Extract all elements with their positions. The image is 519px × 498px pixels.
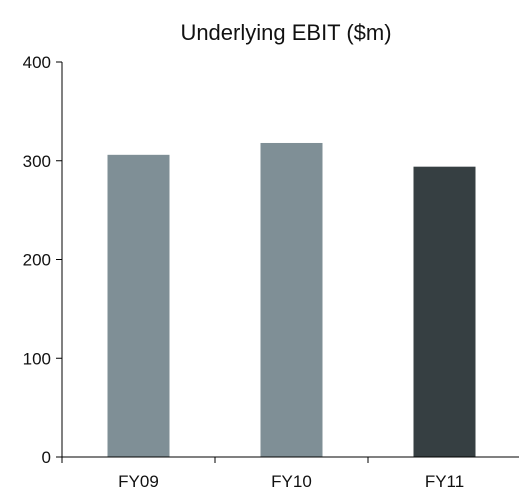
bar-fy09 <box>107 154 170 457</box>
bar-fy10 <box>260 142 323 457</box>
y-tick-label: 0 <box>42 448 51 467</box>
y-tick-label: 100 <box>23 349 51 368</box>
x-axis-ticks: FY09 FY10 FY11 <box>61 457 464 491</box>
chart-title: Underlying EBIT ($m) <box>180 20 391 45</box>
y-tick-label: 200 <box>23 251 51 270</box>
y-tick-label: 300 <box>23 152 51 171</box>
bar-fy11 <box>413 166 476 458</box>
x-tick-label: FY09 <box>118 472 159 491</box>
y-tick-label: 400 <box>23 53 51 72</box>
x-tick-label: FY11 <box>425 472 464 491</box>
x-tick-label: FY10 <box>271 472 312 491</box>
y-axis-ticks: 0 100 200 300 400 <box>23 53 62 467</box>
bars <box>107 142 476 458</box>
